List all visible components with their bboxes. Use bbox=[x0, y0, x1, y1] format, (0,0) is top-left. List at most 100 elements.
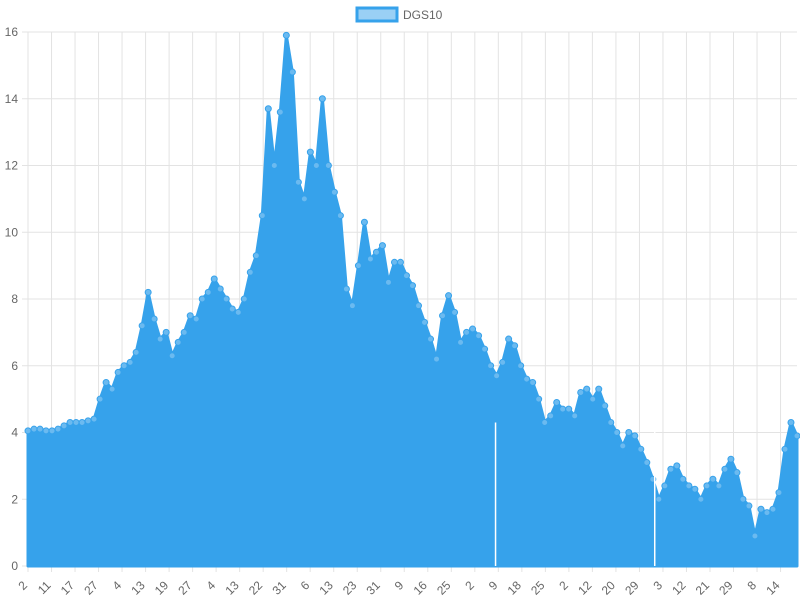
data-point bbox=[234, 308, 242, 316]
data-point bbox=[96, 395, 104, 403]
data-point bbox=[144, 288, 152, 296]
data-point bbox=[186, 312, 194, 320]
data-point bbox=[457, 338, 465, 346]
data-point bbox=[493, 372, 501, 380]
data-point bbox=[607, 418, 615, 426]
x-tick-label: 22 bbox=[246, 578, 266, 598]
x-axis: 2 11 17 27 4 13 19 27 4 13 22 31 6 13 23 31 9 16 25 2 9 18 25 2… bbox=[15, 578, 782, 598]
data-point bbox=[78, 418, 86, 426]
data-point bbox=[174, 338, 182, 346]
data-point bbox=[168, 352, 176, 360]
data-point bbox=[547, 412, 555, 420]
data-point bbox=[751, 532, 759, 540]
data-point bbox=[685, 482, 693, 490]
data-point bbox=[216, 285, 224, 293]
data-point bbox=[691, 485, 699, 493]
x-tick-label: 2 bbox=[556, 578, 571, 593]
data-point bbox=[282, 31, 290, 39]
data-point bbox=[517, 362, 525, 370]
data-point bbox=[505, 335, 513, 343]
x-tick-label: 2 bbox=[462, 578, 477, 593]
data-point bbox=[673, 462, 681, 470]
data-point bbox=[372, 248, 380, 256]
data-point bbox=[553, 398, 561, 406]
data-point bbox=[120, 362, 128, 370]
x-tick-label: 16 bbox=[411, 578, 431, 598]
data-point bbox=[84, 417, 92, 425]
data-point bbox=[739, 495, 747, 503]
data-point bbox=[475, 332, 483, 340]
data-point bbox=[48, 427, 56, 435]
data-point bbox=[210, 275, 218, 283]
x-tick-label: 31 bbox=[364, 578, 384, 598]
data-point bbox=[192, 315, 200, 323]
data-point bbox=[421, 318, 429, 326]
data-point bbox=[523, 375, 531, 383]
data-point bbox=[715, 482, 723, 490]
data-point bbox=[72, 418, 80, 426]
data-point bbox=[150, 315, 158, 323]
y-tick-label: 6 bbox=[11, 359, 18, 373]
y-tick-label: 12 bbox=[5, 159, 19, 173]
data-point bbox=[559, 405, 567, 413]
data-point bbox=[396, 258, 404, 266]
x-tick-label: 25 bbox=[528, 578, 548, 598]
legend-label[interactable]: DGS10 bbox=[403, 8, 443, 22]
data-point bbox=[288, 68, 296, 76]
legend[interactable]: DGS10 bbox=[355, 6, 443, 23]
data-point bbox=[366, 255, 374, 263]
data-point bbox=[54, 425, 62, 433]
data-point bbox=[499, 358, 507, 366]
data-point bbox=[727, 455, 735, 463]
data-point bbox=[619, 442, 627, 450]
data-point bbox=[427, 335, 435, 343]
data-point bbox=[228, 305, 236, 313]
data-point bbox=[240, 295, 248, 303]
legend-swatch[interactable] bbox=[355, 6, 399, 23]
data-point bbox=[258, 212, 266, 220]
data-point bbox=[625, 429, 633, 436]
data-point bbox=[487, 362, 495, 370]
data-point bbox=[36, 425, 44, 433]
data-point bbox=[402, 272, 410, 280]
data-point bbox=[114, 368, 122, 376]
data-point bbox=[769, 505, 777, 513]
data-point bbox=[745, 502, 753, 510]
y-axis: 0 2 4 6 8 10 12 14 16 bbox=[5, 25, 19, 573]
data-point bbox=[300, 195, 308, 203]
data-point bbox=[733, 469, 741, 477]
data-point bbox=[409, 282, 416, 290]
data-point bbox=[90, 415, 98, 423]
data-point bbox=[445, 292, 453, 300]
x-tick-label: 9 bbox=[392, 578, 407, 593]
data-point bbox=[306, 148, 314, 156]
data-point bbox=[354, 262, 362, 270]
data-point bbox=[378, 242, 386, 250]
data-point bbox=[565, 405, 573, 413]
data-point bbox=[589, 395, 597, 403]
data-point bbox=[511, 342, 519, 350]
data-point bbox=[264, 105, 272, 113]
x-tick-label: 21 bbox=[693, 578, 713, 598]
data-point bbox=[198, 295, 206, 303]
y-tick-label: 16 bbox=[5, 25, 19, 39]
data-point bbox=[787, 418, 795, 426]
data-point bbox=[709, 475, 717, 483]
data-point bbox=[535, 395, 543, 403]
x-tick-label: 31 bbox=[269, 578, 289, 598]
data-point bbox=[312, 162, 320, 169]
data-point bbox=[643, 459, 651, 467]
x-tick-label: 19 bbox=[152, 578, 172, 598]
x-tick-label: 12 bbox=[669, 578, 689, 598]
x-tick-label: 27 bbox=[81, 578, 101, 598]
data-point bbox=[469, 325, 477, 333]
data-point bbox=[360, 218, 368, 226]
x-tick-label: 13 bbox=[222, 578, 242, 598]
series-area bbox=[26, 33, 799, 568]
data-point bbox=[775, 489, 783, 497]
data-point bbox=[415, 302, 423, 310]
x-tick-label: 17 bbox=[58, 578, 78, 598]
y-tick-label: 0 bbox=[11, 559, 18, 573]
y-tick-label: 4 bbox=[11, 426, 18, 440]
x-tick-label: 3 bbox=[650, 578, 665, 593]
